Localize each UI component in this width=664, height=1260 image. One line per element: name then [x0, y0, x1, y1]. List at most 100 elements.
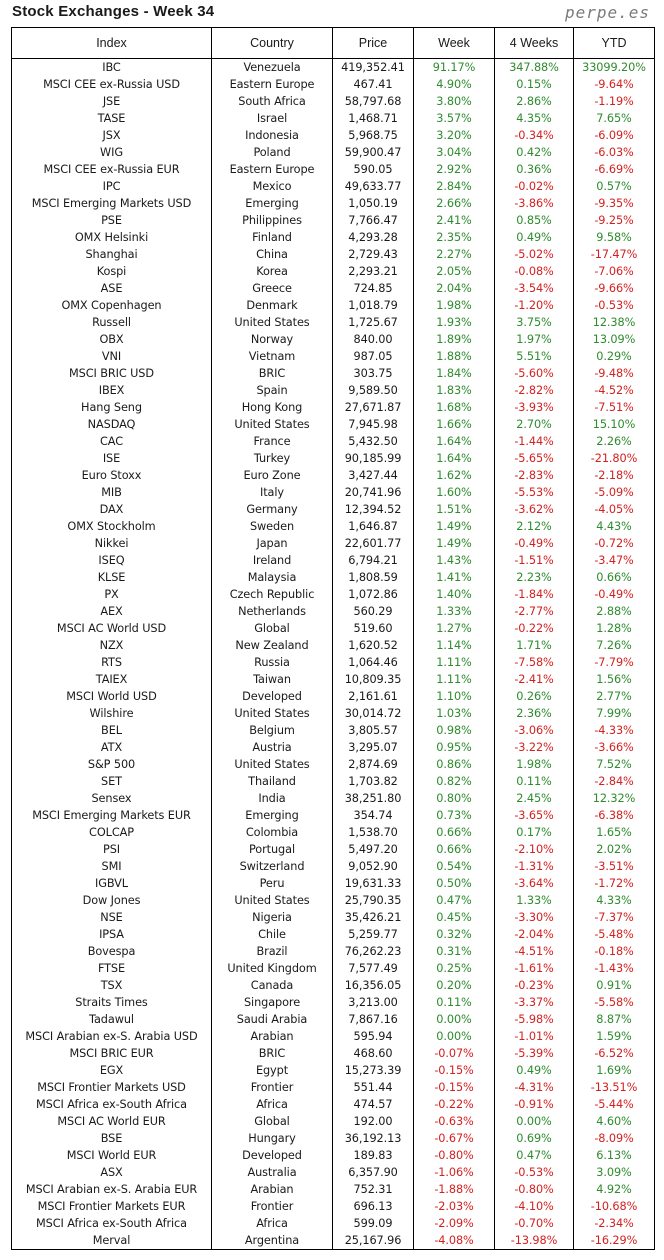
ytd-change-cell: 0.91%: [573, 977, 655, 994]
country-cell: Egypt: [211, 1062, 333, 1079]
country-cell: Germany: [211, 501, 333, 518]
ytd-change-cell: -0.18%: [573, 943, 655, 960]
ytd-change-cell: 4.92%: [573, 1181, 655, 1198]
table-row: Russell United States 1,725.67 1.93% 3.75% 12…: [11, 314, 655, 331]
four-week-change-cell: -3.54%: [494, 280, 574, 297]
price-cell: 1,646.87: [332, 518, 414, 535]
table-row: ASX Australia 6,357.90 -1.06% -0.53% 3.09%: [11, 1164, 655, 1181]
index-cell: EGX: [11, 1062, 212, 1079]
country-cell: Arabian: [211, 1028, 333, 1045]
price-cell: 1,620.52: [332, 637, 414, 654]
four-week-change-cell: -0.49%: [494, 535, 574, 552]
price-cell: 59,900.47: [332, 144, 414, 161]
price-cell: 12,394.52: [332, 501, 414, 518]
ytd-change-cell: 1.65%: [573, 824, 655, 841]
price-cell: 474.57: [332, 1096, 414, 1113]
four-week-change-cell: 1.97%: [494, 331, 574, 348]
country-cell: Developed: [211, 688, 333, 705]
price-cell: 22,601.77: [332, 535, 414, 552]
ytd-change-cell: -3.47%: [573, 552, 655, 569]
four-week-change-cell: 347.88%: [494, 58, 574, 76]
four-week-change-cell: -3.64%: [494, 875, 574, 892]
ytd-change-cell: -7.06%: [573, 263, 655, 280]
week-change-cell: -0.15%: [413, 1079, 495, 1096]
table-row: KLSE Malaysia 1,808.59 1.41% 2.23% 0.66%: [11, 569, 655, 586]
ytd-change-cell: -4.05%: [573, 501, 655, 518]
ytd-change-cell: 9.58%: [573, 229, 655, 246]
price-cell: 724.85: [332, 280, 414, 297]
table-row: MSCI AC World USD Global 519.60 1.27% -0.22%…: [11, 620, 655, 637]
index-cell: KLSE: [11, 569, 212, 586]
week-change-cell: 1.03%: [413, 705, 495, 722]
table-body: IBC Venezuela 419,352.41 91.17% 347.88% 33099…: [11, 58, 655, 1250]
four-week-change-cell: -0.91%: [494, 1096, 574, 1113]
stock-exchanges-table: Index Country Price Week 4 Weeks YTD IBC…: [11, 27, 655, 1250]
four-week-change-cell: 0.36%: [494, 161, 574, 178]
table-row: OBX Norway 840.00 1.89% 1.97% 13.09%: [11, 331, 655, 348]
week-change-cell: 3.04%: [413, 144, 495, 161]
country-cell: United States: [211, 892, 333, 909]
price-cell: 1,725.67: [332, 314, 414, 331]
ytd-change-cell: -2.18%: [573, 467, 655, 484]
table-row: TAIEX Taiwan 10,809.35 1.11% -2.41% 1.56%: [11, 671, 655, 688]
ytd-change-cell: -6.09%: [573, 127, 655, 144]
week-change-cell: -1.06%: [413, 1164, 495, 1181]
country-cell: Korea: [211, 263, 333, 280]
column-header-index: Index: [11, 27, 212, 59]
price-cell: 6,794.21: [332, 552, 414, 569]
four-week-change-cell: -7.58%: [494, 654, 574, 671]
country-cell: Colombia: [211, 824, 333, 841]
price-cell: 38,251.80: [332, 790, 414, 807]
country-cell: Netherlands: [211, 603, 333, 620]
week-change-cell: 0.80%: [413, 790, 495, 807]
week-change-cell: 0.66%: [413, 824, 495, 841]
week-change-cell: 1.60%: [413, 484, 495, 501]
country-cell: Global: [211, 620, 333, 637]
country-cell: Denmark: [211, 297, 333, 314]
price-cell: 2,874.69: [332, 756, 414, 773]
week-change-cell: 1.49%: [413, 518, 495, 535]
week-change-cell: 0.82%: [413, 773, 495, 790]
index-cell: WIG: [11, 144, 212, 161]
index-cell: MSCI BRIC USD: [11, 365, 212, 382]
index-cell: Nikkei: [11, 535, 212, 552]
four-week-change-cell: -0.70%: [494, 1215, 574, 1232]
week-change-cell: -0.67%: [413, 1130, 495, 1147]
country-cell: Frontier: [211, 1198, 333, 1215]
ytd-change-cell: 12.38%: [573, 314, 655, 331]
price-cell: 7,867.16: [332, 1011, 414, 1028]
ytd-change-cell: 7.52%: [573, 756, 655, 773]
country-cell: Saudi Arabia: [211, 1011, 333, 1028]
four-week-change-cell: -0.53%: [494, 1164, 574, 1181]
ytd-change-cell: -6.69%: [573, 161, 655, 178]
four-week-change-cell: -1.31%: [494, 858, 574, 875]
four-week-change-cell: -2.82%: [494, 382, 574, 399]
price-cell: 5,432.50: [332, 433, 414, 450]
index-cell: ISE: [11, 450, 212, 467]
four-week-change-cell: 0.49%: [494, 1062, 574, 1079]
table-row: MSCI Emerging Markets EUR Emerging 354.74 0…: [11, 807, 655, 824]
four-week-change-cell: 0.85%: [494, 212, 574, 229]
ytd-change-cell: 4.43%: [573, 518, 655, 535]
table-row: ISEQ Ireland 6,794.21 1.43% -1.51% -3.47%: [11, 552, 655, 569]
price-cell: 7,577.49: [332, 960, 414, 977]
four-week-change-cell: 1.71%: [494, 637, 574, 654]
week-change-cell: 2.92%: [413, 161, 495, 178]
four-week-change-cell: -0.02%: [494, 178, 574, 195]
ytd-change-cell: -5.44%: [573, 1096, 655, 1113]
table-row: NSE Nigeria 35,426.21 0.45% -3.30% -7.37%: [11, 909, 655, 926]
index-cell: FTSE: [11, 960, 212, 977]
table-row: MSCI Africa ex-South Africa Africa 599.09-…: [11, 1215, 655, 1232]
ytd-change-cell: -5.09%: [573, 484, 655, 501]
price-cell: 551.44: [332, 1079, 414, 1096]
four-week-change-cell: -5.02%: [494, 246, 574, 263]
country-cell: Ireland: [211, 552, 333, 569]
ytd-change-cell: 4.33%: [573, 892, 655, 909]
four-week-change-cell: 0.49%: [494, 229, 574, 246]
week-change-cell: -4.08%: [413, 1232, 495, 1250]
table-row: SET Thailand 1,703.82 0.82% 0.11% -2.84%: [11, 773, 655, 790]
four-week-change-cell: 2.23%: [494, 569, 574, 586]
table-row: PSI Portugal 5,497.20 0.66% -2.10% 2.02%: [11, 841, 655, 858]
country-cell: Africa: [211, 1215, 333, 1232]
index-cell: DAX: [11, 501, 212, 518]
